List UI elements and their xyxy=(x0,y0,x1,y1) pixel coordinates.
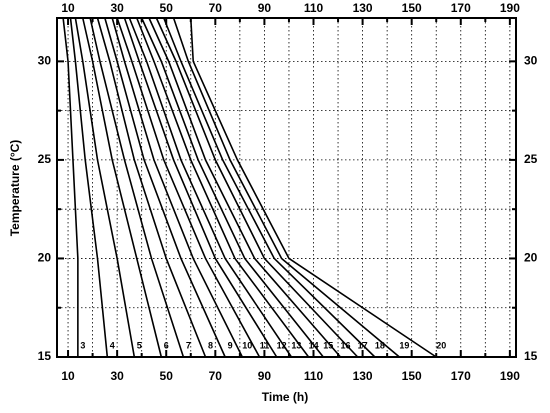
curve xyxy=(163,17,376,358)
y-tick-label-right: 25 xyxy=(524,152,538,166)
curve xyxy=(116,17,261,358)
curve xyxy=(96,17,207,358)
y-tick-label-right: 15 xyxy=(524,349,538,363)
curve-label: 18 xyxy=(375,340,385,350)
curve xyxy=(89,17,185,358)
x-tick-label-top: 10 xyxy=(61,1,75,15)
x-tick-label-top: 70 xyxy=(209,1,223,15)
y-tick-label: 25 xyxy=(38,152,52,166)
curve-label: 10 xyxy=(242,340,252,350)
curve-label: 15 xyxy=(323,340,333,350)
curve xyxy=(189,17,437,358)
curve-label: 19 xyxy=(399,340,409,350)
curve xyxy=(136,17,310,358)
curve-label: 12 xyxy=(277,340,287,350)
curve xyxy=(155,17,359,358)
curve-label: 16 xyxy=(340,340,350,350)
curve-label: 8 xyxy=(208,340,213,350)
curve xyxy=(104,17,226,358)
x-tick-label: 130 xyxy=(353,369,373,383)
curve-label: 5 xyxy=(137,340,142,350)
x-tick-label: 90 xyxy=(258,369,272,383)
curve-label: 7 xyxy=(186,340,191,350)
x-tick-label-top: 50 xyxy=(160,1,174,15)
x-tick-label-top: 30 xyxy=(110,1,124,15)
curve-label: 20 xyxy=(436,340,446,350)
y-tick-label: 15 xyxy=(38,349,52,363)
x-tick-label: 170 xyxy=(451,369,471,383)
y-axis-label: Temperature (°C) xyxy=(8,140,22,237)
x-axis-label: Time (h) xyxy=(262,390,308,404)
y-tick-label: 20 xyxy=(38,251,52,265)
curve xyxy=(111,17,244,358)
y-tick-label-right: 20 xyxy=(524,251,538,265)
x-tick-label-top: 110 xyxy=(304,1,324,15)
x-tick-label: 110 xyxy=(304,369,324,383)
x-tick-label-top: 170 xyxy=(451,1,471,15)
y-tick-label-right: 30 xyxy=(524,54,538,68)
x-tick-label-top: 90 xyxy=(258,1,272,15)
x-tick-label: 10 xyxy=(61,369,75,383)
y-tick-label: 30 xyxy=(38,54,52,68)
curve-label: 9 xyxy=(228,340,233,350)
curve xyxy=(81,17,163,358)
curve xyxy=(69,17,109,358)
curve xyxy=(74,17,136,358)
curve xyxy=(123,17,278,358)
curve xyxy=(128,17,293,358)
curve-label: 3 xyxy=(80,340,85,350)
curve xyxy=(140,17,324,358)
x-tick-label: 150 xyxy=(402,369,422,383)
curve-label: 11 xyxy=(260,340,270,350)
x-tick-label: 190 xyxy=(500,369,520,383)
x-tick-label-top: 190 xyxy=(500,1,520,15)
curve xyxy=(172,17,400,358)
curve-label: 6 xyxy=(164,340,169,350)
curve-label: 13 xyxy=(291,340,301,350)
curve-label: 4 xyxy=(110,340,115,350)
curve xyxy=(62,17,79,357)
x-tick-label: 50 xyxy=(160,369,174,383)
x-tick-label-top: 130 xyxy=(353,1,373,15)
plot-frame xyxy=(56,17,517,358)
curve xyxy=(148,17,342,358)
x-tick-label-top: 150 xyxy=(402,1,422,15)
x-tick-label: 70 xyxy=(209,369,223,383)
x-tick-label: 30 xyxy=(110,369,124,383)
